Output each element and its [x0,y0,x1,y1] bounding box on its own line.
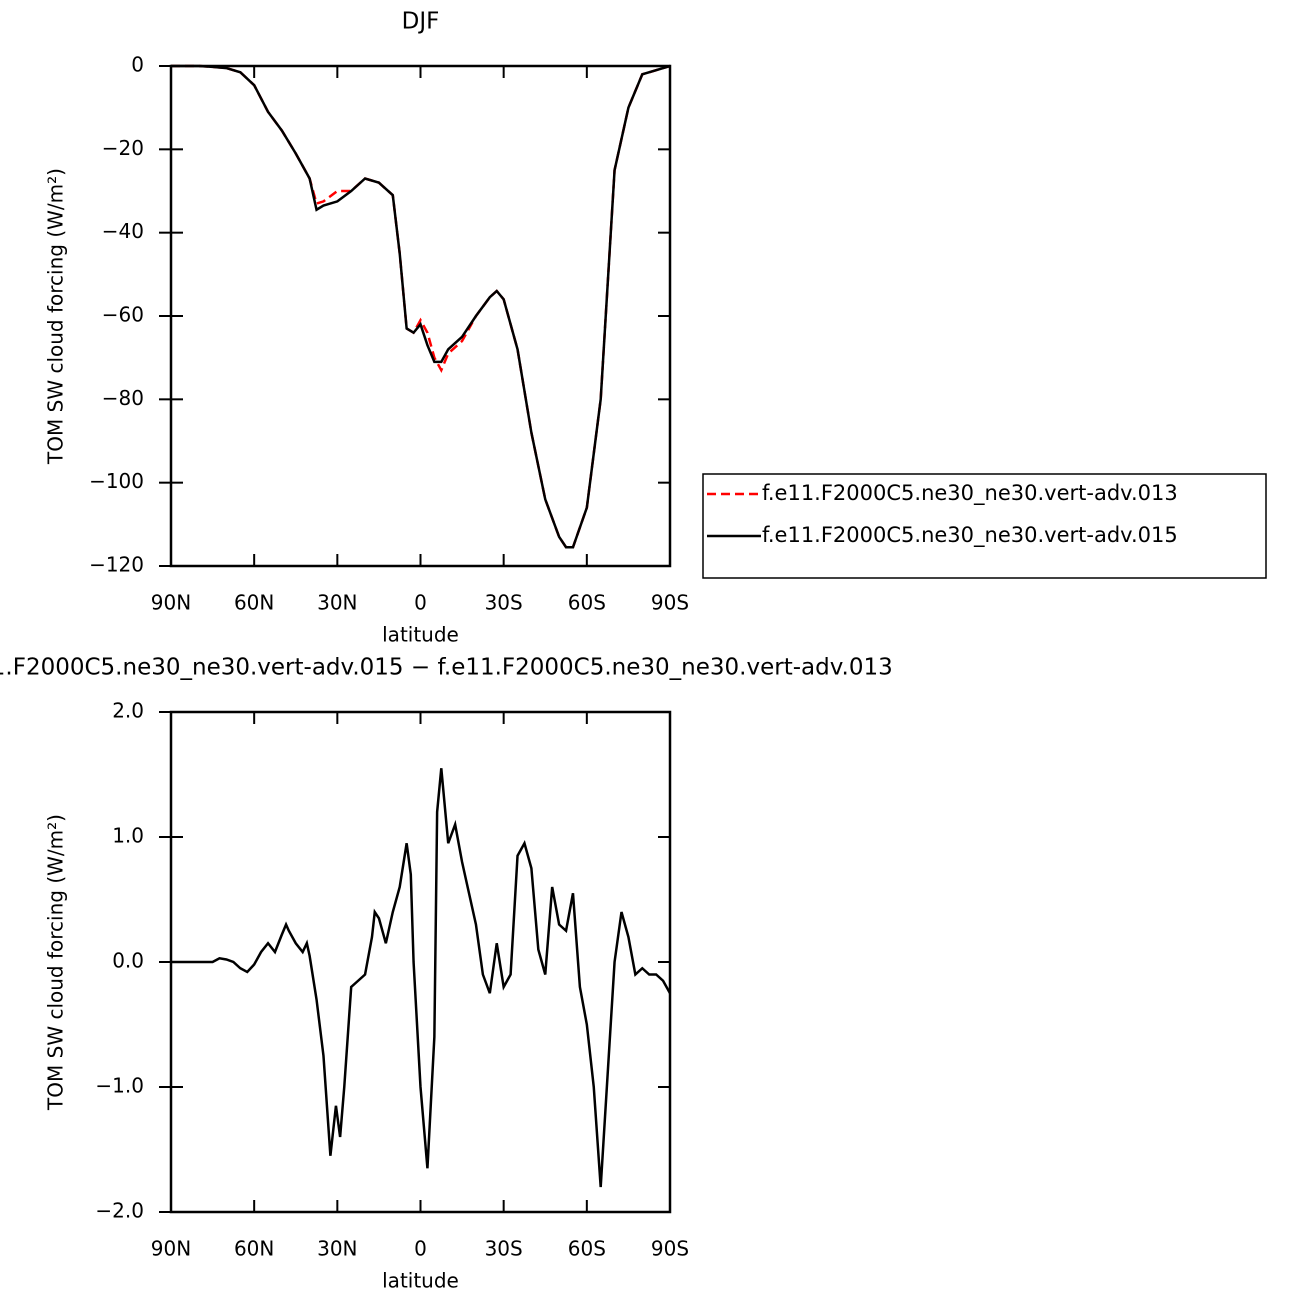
data-line [171,768,672,1188]
y-tick-label: 0 [131,53,144,77]
x-axis-label: latitude [382,623,459,647]
y-tick-label: −2.0 [95,1199,144,1223]
x-tick-label: 30S [485,1237,523,1261]
x-tick-label: 90S [651,591,689,615]
y-tick-label: −20 [102,136,144,160]
x-tick-label: 60S [568,1237,606,1261]
y-tick-label: −40 [102,219,144,243]
x-tick-label: 60N [234,591,274,615]
plot-frame [169,710,672,1214]
legend-label: f.e11.F2000C5.ne30_ne30.vert-adv.015 [762,523,1178,548]
legend-box [702,473,1267,579]
x-tick-label: 90S [651,1237,689,1261]
y-tick-label: −100 [89,469,144,493]
y-tick-label: 2.0 [112,699,144,723]
x-tick-label: 60N [234,1237,274,1261]
x-tick-label: 90N [151,591,191,615]
x-tick-label: 0 [414,1237,427,1261]
y-tick-label: −120 [89,553,144,577]
x-tick-label: 60S [568,591,606,615]
legend-label: f.e11.F2000C5.ne30_ne30.vert-adv.013 [762,481,1178,506]
data-line [171,64,671,549]
y-tick-label: −1.0 [95,1074,144,1098]
y-tick-label: 1.0 [112,824,144,848]
chart-title: DJF [402,9,440,35]
x-axis-label: latitude [382,1269,459,1293]
y-axis-label: TOM SW cloud forcing (W/m²) [44,814,68,1111]
chart-title: f.e11.F2000C5.ne30_ne30.vert-adv.015 − f… [0,655,893,681]
y-tick-label: −60 [102,303,144,327]
x-tick-label: 30S [485,591,523,615]
y-axis-label: TOM SW cloud forcing (W/m²) [44,168,68,465]
y-tick-label: 0.0 [112,949,144,973]
x-tick-label: 0 [414,591,427,615]
y-tick-label: −80 [102,386,144,410]
plot-frame [169,64,672,568]
x-tick-label: 30N [317,1237,357,1261]
data-line [171,64,671,549]
x-tick-label: 30N [317,591,357,615]
x-tick-label: 90N [151,1237,191,1261]
